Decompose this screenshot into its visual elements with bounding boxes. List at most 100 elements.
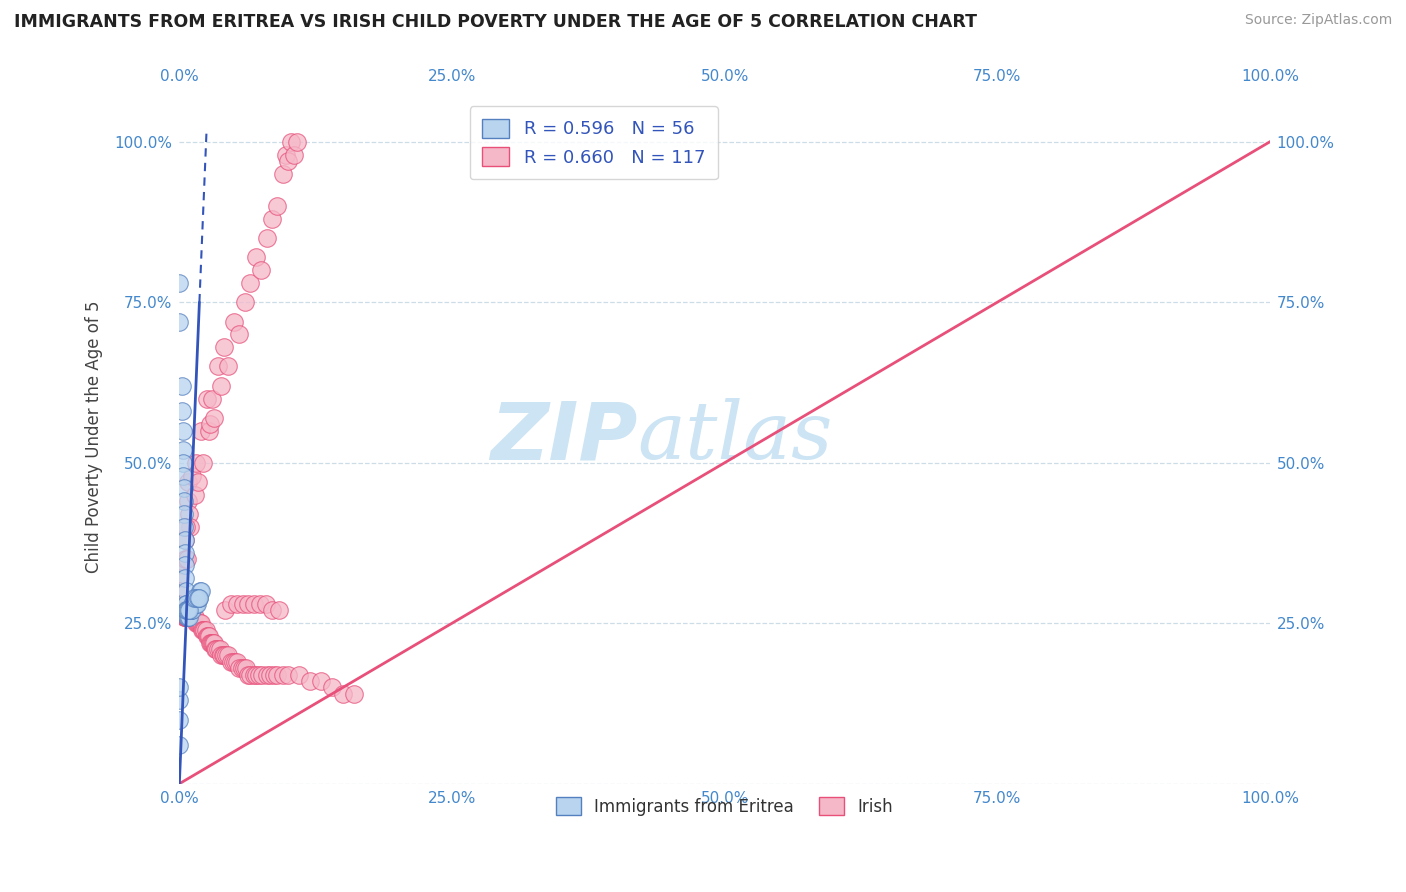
Point — [172, 603, 194, 617]
Point — [245, 251, 267, 265]
Point — [173, 533, 195, 547]
Point — [201, 392, 224, 406]
Point — [263, 667, 285, 681]
Point — [174, 584, 197, 599]
Point — [228, 661, 250, 675]
Point — [254, 597, 277, 611]
Point — [207, 642, 229, 657]
Point — [186, 591, 208, 605]
Point — [173, 610, 195, 624]
Point — [202, 635, 225, 649]
Point — [209, 378, 232, 392]
Point — [170, 603, 193, 617]
Point — [183, 597, 205, 611]
Point — [187, 616, 209, 631]
Point — [193, 456, 215, 470]
Point — [183, 488, 205, 502]
Point — [179, 603, 201, 617]
Point — [169, 314, 191, 328]
Point — [169, 597, 191, 611]
Point — [188, 584, 211, 599]
Point — [172, 603, 194, 617]
Point — [190, 584, 212, 599]
Point — [179, 603, 201, 617]
Point — [174, 597, 197, 611]
Point — [169, 738, 191, 752]
Point — [180, 603, 202, 617]
Point — [183, 610, 205, 624]
Point — [177, 603, 200, 617]
Legend: Immigrants from Eritrea, Irish: Immigrants from Eritrea, Irish — [548, 789, 901, 824]
Point — [332, 687, 354, 701]
Point — [186, 597, 208, 611]
Point — [239, 667, 262, 681]
Point — [190, 616, 212, 631]
Point — [173, 610, 195, 624]
Point — [267, 603, 290, 617]
Point — [179, 610, 201, 624]
Point — [197, 629, 219, 643]
Point — [219, 597, 242, 611]
Point — [204, 642, 226, 657]
Point — [184, 597, 207, 611]
Point — [266, 199, 288, 213]
Point — [239, 276, 262, 290]
Point — [173, 552, 195, 566]
Point — [179, 603, 201, 617]
Point — [186, 616, 208, 631]
Point — [321, 681, 343, 695]
Point — [184, 591, 207, 605]
Point — [181, 603, 204, 617]
Point — [174, 610, 197, 624]
Point — [194, 623, 217, 637]
Point — [217, 359, 239, 374]
Point — [173, 610, 195, 624]
Point — [173, 507, 195, 521]
Point — [260, 211, 283, 226]
Point — [173, 520, 195, 534]
Point — [179, 610, 201, 624]
Point — [232, 661, 254, 675]
Point — [181, 597, 204, 611]
Point — [202, 635, 225, 649]
Point — [177, 494, 200, 508]
Point — [184, 456, 207, 470]
Point — [174, 520, 197, 534]
Point — [252, 667, 274, 681]
Point — [247, 667, 270, 681]
Point — [183, 597, 205, 611]
Point — [176, 603, 198, 617]
Point — [222, 655, 245, 669]
Point — [188, 616, 211, 631]
Point — [170, 404, 193, 418]
Point — [236, 667, 259, 681]
Point — [173, 558, 195, 573]
Point — [271, 167, 294, 181]
Point — [250, 263, 273, 277]
Point — [176, 610, 198, 624]
Point — [214, 603, 236, 617]
Point — [172, 456, 194, 470]
Point — [176, 603, 198, 617]
Point — [233, 295, 256, 310]
Point — [236, 597, 259, 611]
Point — [226, 655, 249, 669]
Point — [177, 610, 200, 624]
Point — [181, 468, 204, 483]
Point — [195, 629, 218, 643]
Point — [228, 327, 250, 342]
Point — [183, 610, 205, 624]
Point — [198, 635, 221, 649]
Point — [173, 494, 195, 508]
Text: ZIP: ZIP — [489, 398, 637, 476]
Point — [198, 629, 221, 643]
Point — [256, 231, 278, 245]
Point — [193, 623, 215, 637]
Point — [174, 603, 197, 617]
Point — [212, 648, 235, 663]
Point — [260, 603, 283, 617]
Point — [183, 597, 205, 611]
Point — [217, 648, 239, 663]
Point — [179, 507, 201, 521]
Point — [256, 667, 278, 681]
